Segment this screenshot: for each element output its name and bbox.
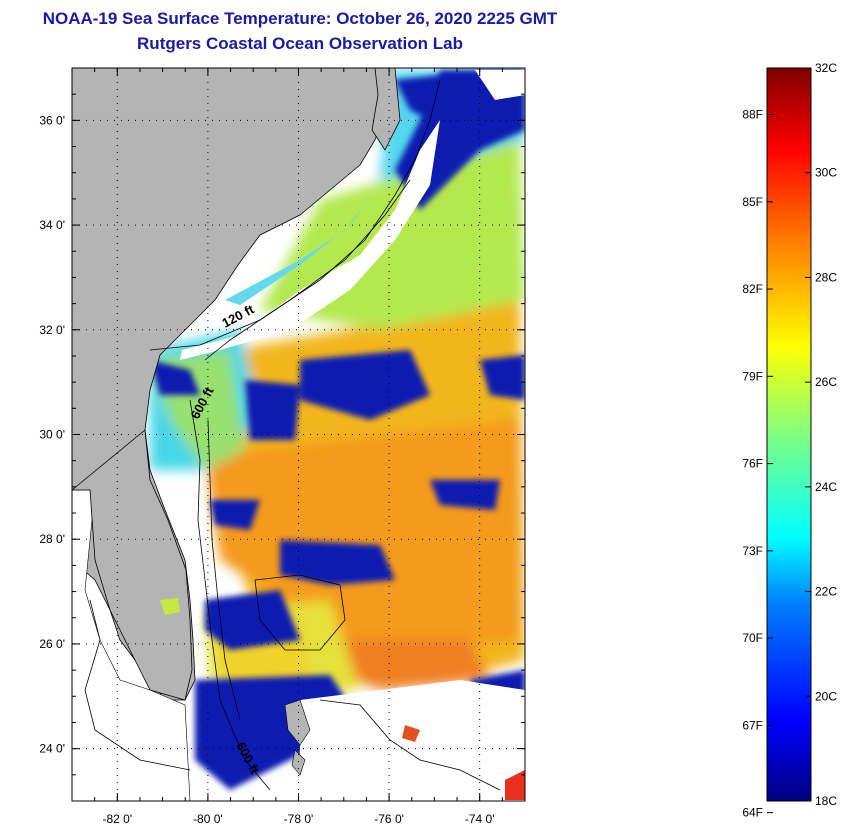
colorbar-label-fahrenheit: 67F (742, 718, 763, 732)
colorbar-label-celsius: 22C (815, 585, 837, 599)
colorbar-label-fahrenheit: 88F (742, 108, 763, 122)
colorbar-label-fahrenheit: 85F (742, 195, 763, 209)
colorbar-label-fahrenheit: 82F (742, 282, 763, 296)
colorbar-label-celsius: 24C (815, 480, 837, 494)
colorbar-label-fahrenheit: 73F (742, 544, 763, 558)
map-title: NOAA-19 Sea Surface Temperature: October… (42, 9, 558, 28)
colorbar-label-celsius: 28C (815, 270, 837, 284)
lat-tick-label: 34 0' (39, 218, 65, 232)
bathymetry-contours (84, 79, 501, 791)
colorbar-label-fahrenheit: 79F (742, 369, 763, 383)
lat-tick-label: 36 0' (39, 113, 65, 127)
lon-tick-label: -76 0' (374, 812, 404, 826)
lon-tick-label: -82 0' (102, 812, 132, 826)
lat-tick-label: 30 0' (39, 428, 65, 442)
colorbar-label-celsius: 20C (815, 689, 837, 703)
colorbar-label-celsius: 30C (815, 166, 837, 180)
lon-tick-label: -74 0' (465, 812, 495, 826)
land-mass (72, 68, 401, 801)
colorbar-label-fahrenheit: 64F (742, 806, 763, 820)
lat-tick-label: 28 0' (39, 532, 65, 546)
colorbar-label-fahrenheit: 76F (742, 457, 763, 471)
colorbar-label-celsius: 18C (815, 794, 837, 808)
colorbar-label-celsius: 32C (815, 61, 837, 75)
map-plot-area: 120 ft 600 ft 600 ft (72, 68, 525, 801)
axis-tick-labels: -82 0' -80 0' -78 0' -76 0' -74 0' 36 0' 34 0'… (39, 113, 494, 826)
colorbar: 32C 30C 28C 26C 24C 22C 20C 18C 88F 85F 82F 79F 76F 7… (742, 61, 837, 820)
axis-ticks (71, 67, 526, 802)
colorbar-gradient (766, 67, 812, 802)
sst-field (150, 70, 525, 801)
colorbar-label-celsius: 26C (815, 375, 837, 389)
lat-tick-label: 24 0' (39, 742, 65, 756)
lat-tick-label: 26 0' (39, 637, 65, 651)
colorbar-label-fahrenheit: 70F (742, 631, 763, 645)
lat-tick-label: 32 0' (39, 323, 65, 337)
map-subtitle: Rutgers Coastal Ocean Observation Lab (137, 34, 463, 53)
lon-tick-label: -78 0' (284, 812, 314, 826)
lon-tick-label: -80 0' (193, 812, 223, 826)
